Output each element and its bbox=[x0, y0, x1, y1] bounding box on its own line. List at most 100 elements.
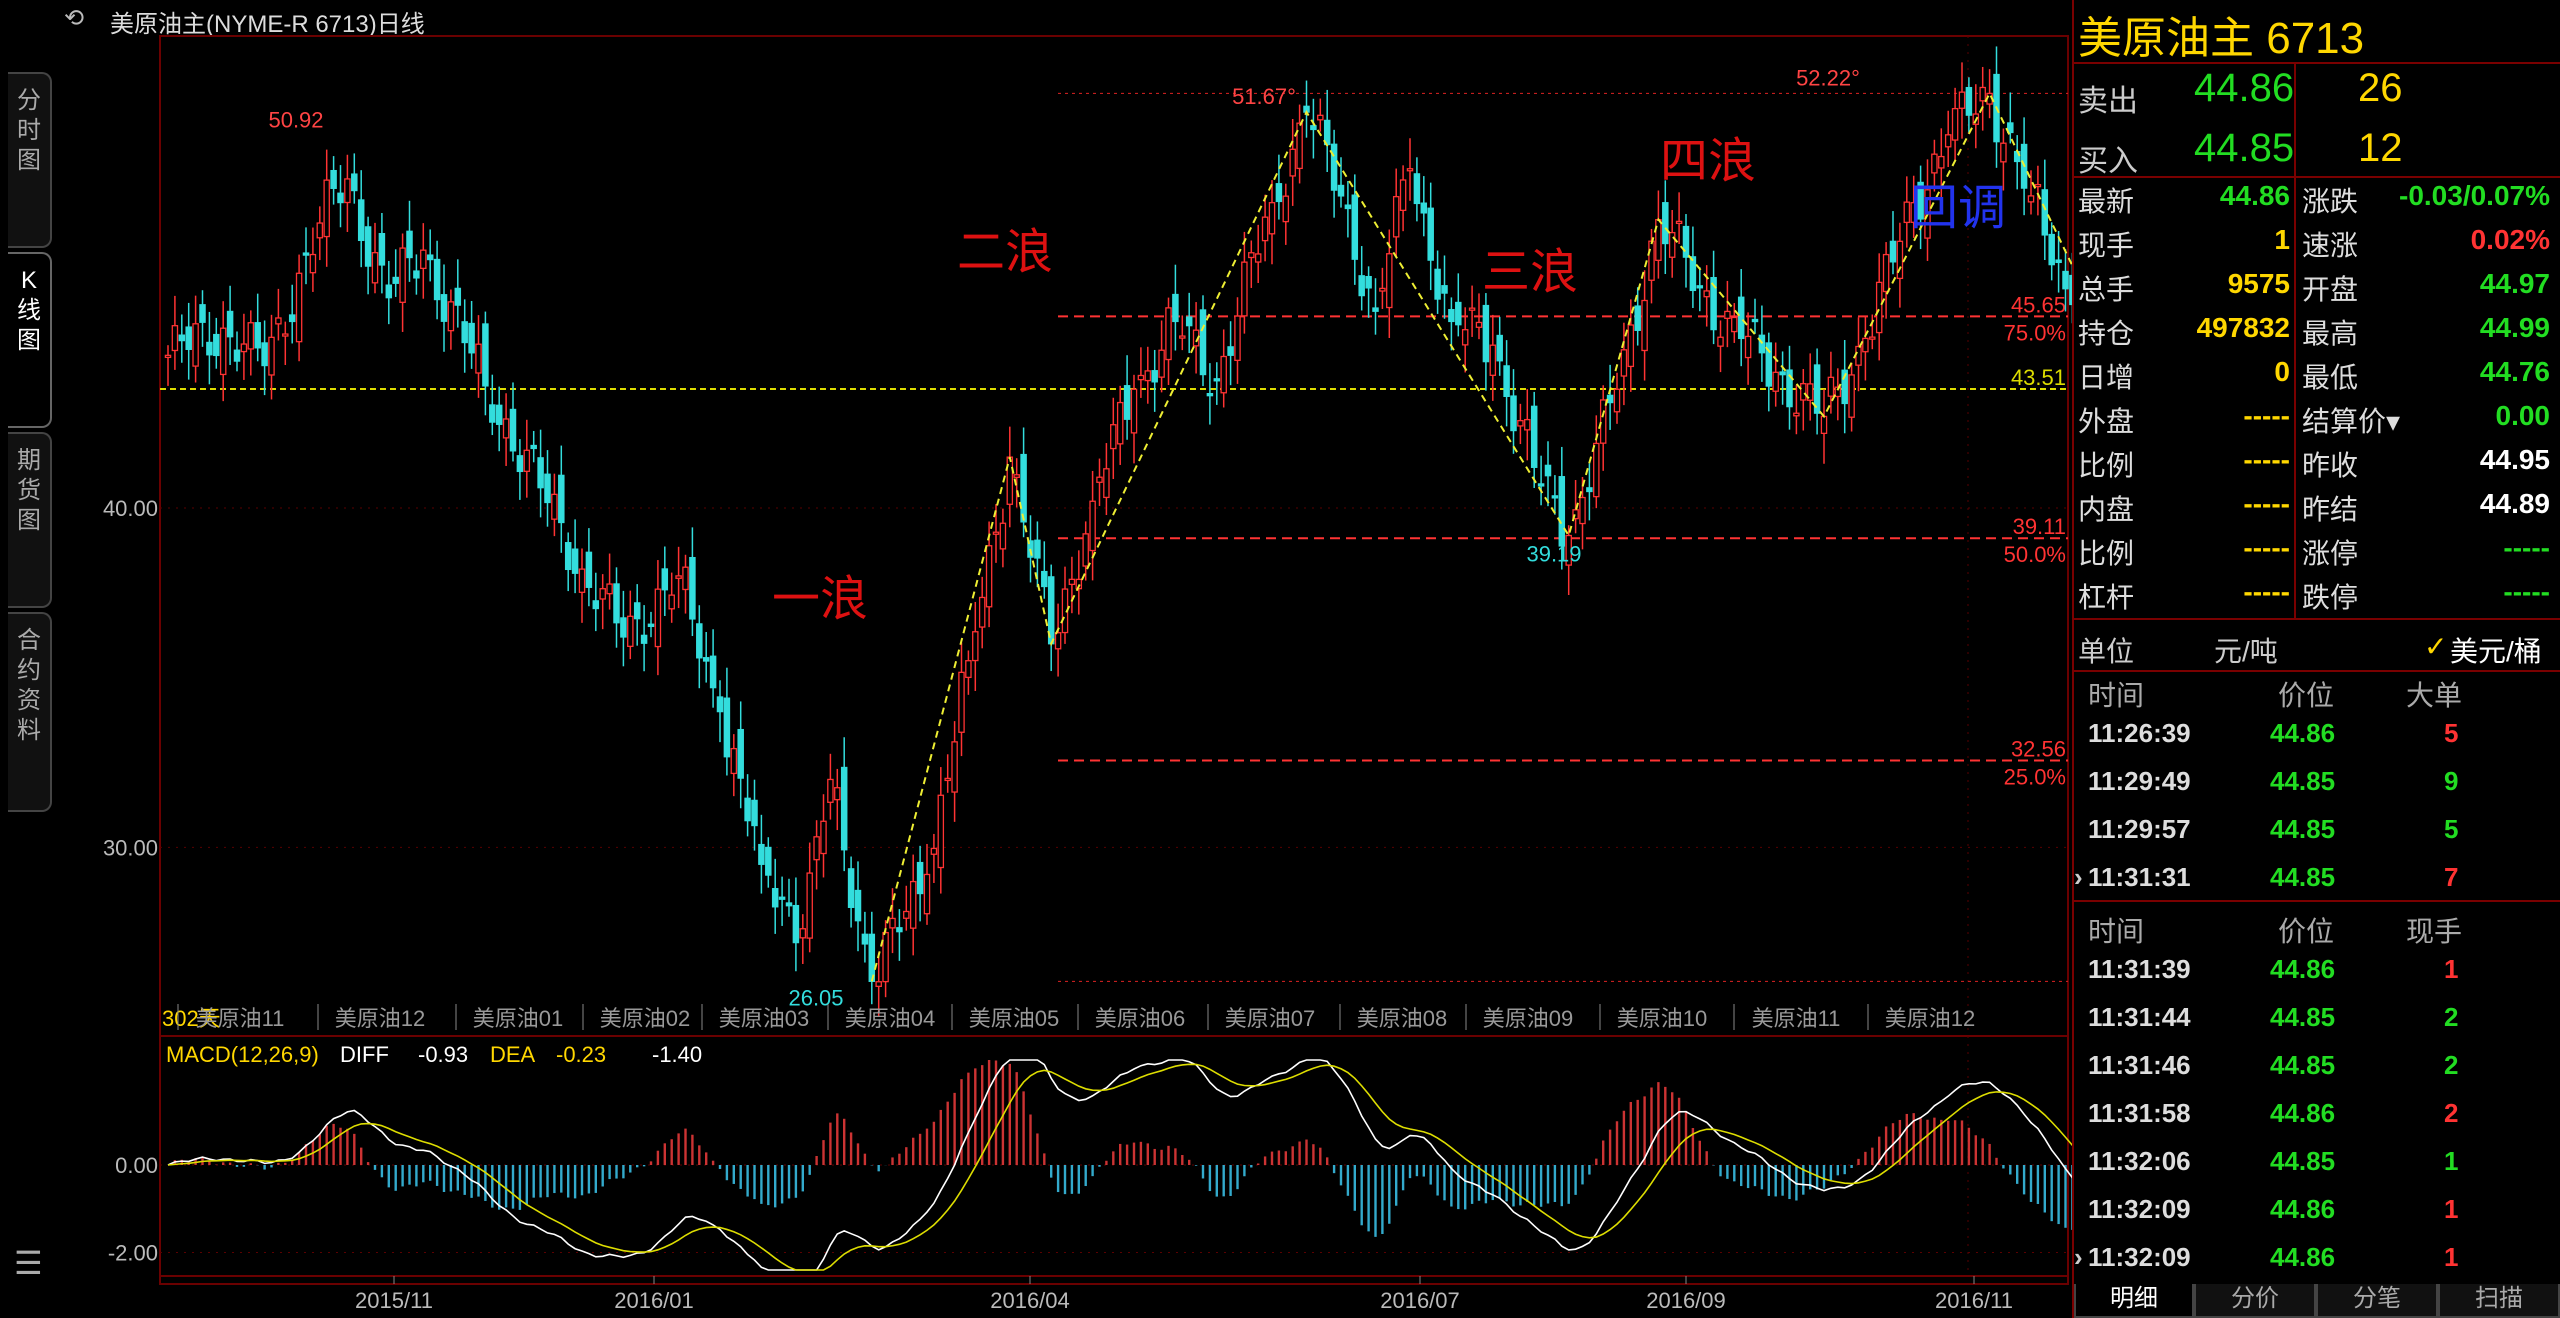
candle bbox=[951, 721, 958, 822]
days-count-label: 302天 bbox=[162, 1006, 221, 1031]
candle bbox=[1441, 255, 1448, 319]
candle bbox=[1806, 353, 1814, 421]
list-item[interactable]: 11:29:57 44.85 5 bbox=[2074, 806, 2560, 854]
candle bbox=[730, 734, 738, 797]
unit-option-yuan[interactable]: 元/吨 bbox=[2214, 636, 2278, 667]
list-item[interactable]: 11:29:49 44.85 9 bbox=[2074, 758, 2560, 806]
list-item[interactable]: 11:26:39 44.86 5 bbox=[2074, 710, 2560, 758]
wave-label: 二浪 bbox=[957, 224, 1053, 280]
candle bbox=[1358, 246, 1365, 311]
candle bbox=[2048, 222, 2055, 281]
candle bbox=[295, 254, 303, 362]
tab-contract-info[interactable]: 合约资料 bbox=[8, 612, 52, 812]
candle bbox=[1751, 298, 1759, 334]
candle bbox=[1530, 391, 1538, 488]
candle bbox=[2027, 170, 2035, 215]
candle bbox=[765, 837, 772, 888]
candle bbox=[592, 572, 600, 632]
sell-price: 44.86 bbox=[2194, 66, 2295, 110]
candle bbox=[868, 911, 876, 1005]
price-label: 50.92 bbox=[268, 108, 323, 133]
stat-value: 0 bbox=[2274, 356, 2290, 387]
candle bbox=[1606, 364, 1614, 430]
candle bbox=[923, 843, 931, 925]
candle bbox=[799, 914, 807, 964]
menu-icon[interactable]: ☰ bbox=[14, 1245, 43, 1281]
candle bbox=[1468, 285, 1476, 337]
candle bbox=[827, 753, 834, 820]
trade-price: 44.85 bbox=[2270, 814, 2336, 844]
candle bbox=[1420, 176, 1428, 237]
macd-label: MACD(12,26,9) bbox=[166, 1042, 319, 1067]
candle bbox=[337, 165, 344, 228]
contract-label: 美原油03 bbox=[719, 1006, 809, 1031]
candle bbox=[288, 284, 296, 344]
stat-label: 结算价▾ bbox=[2302, 406, 2401, 437]
wave-label: 三浪 bbox=[1482, 244, 1578, 300]
candle bbox=[1689, 226, 1697, 309]
list-item[interactable]: › 11:31:31 44.85 7 bbox=[2074, 854, 2560, 902]
tab-futures-chart[interactable]: 期货图 bbox=[8, 432, 52, 608]
list-item[interactable]: 11:31:46 44.85 2 bbox=[2074, 1042, 2560, 1090]
candle bbox=[2013, 135, 2021, 190]
candle bbox=[544, 450, 551, 527]
candle bbox=[1344, 181, 1352, 238]
tab-scan[interactable]: 扫描 bbox=[2438, 1284, 2560, 1318]
candle bbox=[1544, 441, 1552, 507]
list-item[interactable]: 11:31:39 44.86 1 bbox=[2074, 946, 2560, 994]
candle bbox=[268, 314, 275, 400]
fib-level-pct: 25.0% bbox=[2004, 764, 2066, 789]
candle bbox=[606, 553, 613, 610]
x-axis-label: 2016/01 bbox=[614, 1288, 694, 1313]
candle bbox=[192, 295, 199, 383]
candle bbox=[944, 754, 951, 793]
candle bbox=[958, 642, 965, 757]
list-item[interactable]: 11:32:06 44.85 1 bbox=[2074, 1138, 2560, 1186]
candle bbox=[716, 680, 724, 743]
contract-label: 美原油11 bbox=[196, 1006, 285, 1031]
stat-label: 总手 bbox=[2078, 274, 2135, 305]
fib-level-label: 32.56 bbox=[2011, 736, 2066, 761]
list-item[interactable]: › 11:32:09 44.86 1 bbox=[2074, 1234, 2560, 1282]
list-item[interactable]: 11:32:09 44.86 1 bbox=[2074, 1186, 2560, 1234]
candle bbox=[482, 311, 489, 416]
x-axis-label: 2015/11 bbox=[355, 1288, 433, 1313]
tab-kline-chart[interactable]: K线图 bbox=[8, 252, 52, 428]
candle bbox=[668, 572, 675, 623]
trade-time: 11:32:06 bbox=[2088, 1146, 2191, 1176]
candle bbox=[213, 317, 220, 369]
candle bbox=[992, 504, 1000, 563]
candle bbox=[1910, 175, 1917, 238]
candle bbox=[972, 601, 979, 691]
tab-minute-chart[interactable]: 分时图 bbox=[8, 72, 52, 248]
candle bbox=[199, 290, 206, 347]
candle bbox=[1123, 355, 1131, 440]
candle bbox=[1275, 154, 1283, 220]
candle bbox=[495, 386, 503, 452]
list-item[interactable]: 11:31:58 44.86 2 bbox=[2074, 1090, 2560, 1138]
unit-option-usd[interactable]: 美元/桶 bbox=[2450, 636, 2542, 667]
tab-details[interactable]: 明细 bbox=[2074, 1284, 2194, 1318]
candle bbox=[1489, 314, 1497, 401]
back-arrow-icon[interactable]: ⟲ bbox=[64, 5, 85, 32]
candle bbox=[537, 429, 544, 518]
trade-price: 44.86 bbox=[2270, 954, 2336, 984]
candle bbox=[1227, 321, 1234, 386]
candle bbox=[1682, 214, 1690, 288]
candle bbox=[930, 833, 938, 883]
fib-level-label: 43.51 bbox=[2011, 365, 2066, 390]
candle bbox=[1365, 266, 1372, 318]
macd-dea-line bbox=[167, 1063, 2072, 1271]
stat-label: 最低 bbox=[2302, 362, 2359, 393]
list-item[interactable]: 11:31:44 44.85 2 bbox=[2074, 994, 2560, 1042]
candle bbox=[1979, 66, 1986, 131]
candle bbox=[647, 611, 655, 638]
candle bbox=[357, 170, 365, 268]
tab-price-split[interactable]: 分价 bbox=[2194, 1284, 2316, 1318]
candle bbox=[261, 320, 268, 396]
stat-value: ----- bbox=[2243, 532, 2290, 563]
wave-label: 回调 bbox=[1910, 180, 2006, 236]
tab-tick-split[interactable]: 分笔 bbox=[2316, 1284, 2438, 1318]
candle bbox=[178, 314, 186, 363]
candlestick-chart[interactable]: 40.00 30.00 45.65 75.0% 43.51 39.11 50.0% 32.5… bbox=[0, 0, 2072, 1318]
